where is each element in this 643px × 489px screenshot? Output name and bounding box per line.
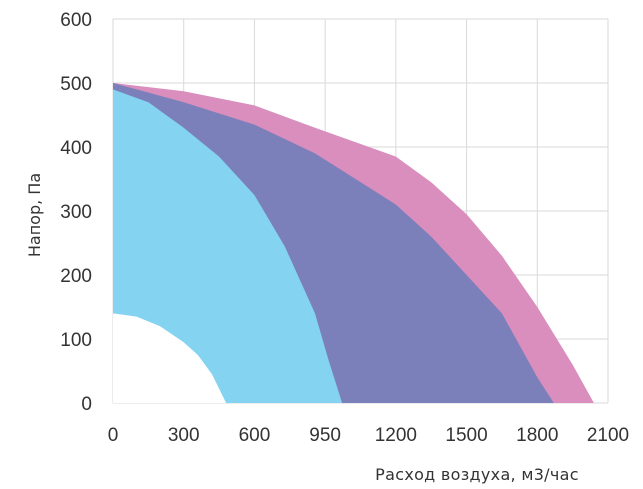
y-axis-label: Напор, Па xyxy=(25,173,44,257)
y-axis-tick-labels: 0 100 200 300 400 500 600 xyxy=(60,10,92,415)
x-axis-tick-labels: 0 300 600 950 1200 1500 1800 2100 xyxy=(108,425,629,446)
y-tick-label: 600 xyxy=(60,10,92,31)
x-tick-label: 1500 xyxy=(445,425,487,446)
x-tick-label: 1800 xyxy=(516,425,558,446)
x-tick-label: 2100 xyxy=(587,425,629,446)
x-tick-label: 300 xyxy=(168,425,200,446)
x-tick-label: 600 xyxy=(239,425,271,446)
x-tick-label: 950 xyxy=(309,425,341,446)
chart-areas xyxy=(113,83,594,404)
y-tick-label: 400 xyxy=(60,138,92,159)
inner-band-area xyxy=(113,89,343,404)
x-axis-label: Расход воздуха, м3/час xyxy=(375,465,579,484)
y-tick-label: 300 xyxy=(60,202,92,223)
y-tick-label: 0 xyxy=(81,394,92,415)
y-tick-label: 500 xyxy=(60,74,92,95)
y-tick-label: 100 xyxy=(60,330,92,351)
lower-boundary-cutout xyxy=(113,313,227,403)
x-tick-label: 0 xyxy=(108,425,119,446)
y-tick-label: 200 xyxy=(60,266,92,287)
x-tick-label: 1200 xyxy=(375,425,417,446)
